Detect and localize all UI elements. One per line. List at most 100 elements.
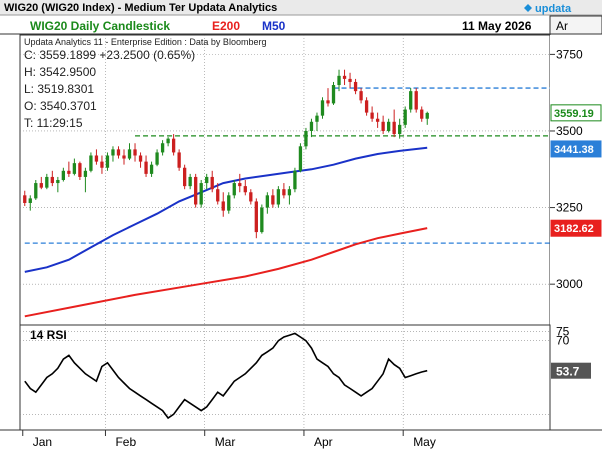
candle (67, 161, 71, 177)
candle (282, 183, 286, 199)
candle-body (232, 183, 236, 196)
candle (111, 146, 115, 162)
candle (425, 111, 429, 125)
candle (133, 143, 137, 162)
ohlc-open: O: 3540.3701 (24, 99, 97, 113)
time-tick-label: Feb (115, 435, 136, 449)
candle (348, 72, 352, 89)
candle (72, 158, 77, 176)
window-title: WIG20 (WIG20 Index) - Medium Ter Updata … (4, 2, 277, 14)
edition-text: Updata Analytics 11 - Enterprise Edition… (24, 37, 266, 47)
candle (232, 180, 236, 199)
time-tick-label: Mar (215, 435, 236, 449)
candle-body (425, 112, 429, 119)
candle-body (414, 91, 418, 110)
candle-body (287, 189, 292, 196)
candle (249, 189, 253, 205)
candle-body (398, 124, 402, 135)
candle-body (149, 164, 154, 174)
candle (105, 152, 110, 171)
rsi-line (24, 332, 428, 420)
candle-body (271, 195, 275, 205)
candle-body (155, 152, 159, 165)
time-tick-label: May (413, 435, 436, 449)
price-tick-label: 3250 (556, 201, 583, 215)
candle-body (265, 195, 270, 208)
candle (94, 149, 99, 165)
candle (56, 176, 60, 193)
candle (409, 88, 413, 113)
candle-body (293, 170, 297, 190)
candle-body (238, 183, 242, 187)
candle-body (309, 121, 314, 131)
candle (293, 167, 297, 193)
candle (342, 69, 347, 86)
series-title: WIG20 Daily Candlestick (30, 19, 170, 33)
price-tag-label: 3559.19 (554, 108, 594, 120)
candle-body (348, 78, 352, 82)
candle (216, 183, 220, 205)
candle (83, 167, 88, 193)
candle-body (249, 192, 253, 202)
moving-averages (24, 146, 428, 318)
candle-body (89, 155, 93, 171)
candles (23, 69, 429, 239)
ohlc-high: H: 3542.9500 (24, 65, 96, 79)
candle-body (23, 195, 27, 203)
price-grid (20, 35, 550, 325)
candle (326, 88, 330, 107)
ema200-line (24, 227, 428, 318)
candle-body (326, 100, 330, 104)
candle-body (78, 163, 82, 177)
candle (160, 140, 165, 156)
ohlc-time: T: 11:29:15 (24, 116, 83, 130)
ohlc-info: Updata Analytics 11 - Enterprise Edition… (24, 37, 266, 130)
candle-body (282, 189, 286, 196)
axis-tab[interactable] (549, 15, 602, 35)
ma1-label: E200 (212, 19, 240, 33)
candle (370, 106, 374, 122)
candle (315, 112, 319, 131)
candle-body (375, 118, 380, 122)
candle (331, 81, 336, 105)
legend-row (0, 16, 550, 34)
candle-body (320, 100, 325, 116)
candle (298, 143, 303, 173)
candle (61, 167, 66, 182)
candle (276, 186, 281, 208)
candle-body (34, 183, 38, 199)
ohlc-low: L: 3519.8301 (24, 82, 94, 96)
candle (34, 180, 38, 200)
candle-body (243, 186, 247, 193)
candle (364, 97, 369, 116)
candle (205, 173, 209, 190)
price-tag (550, 219, 602, 237)
candle (199, 180, 203, 208)
candle-body (331, 85, 336, 104)
candle (398, 118, 402, 139)
candle (188, 173, 192, 190)
candle-body (359, 91, 363, 101)
candle (221, 192, 225, 217)
candle (45, 173, 49, 190)
price-tag-label: 3182.62 (554, 223, 594, 235)
candle-body (28, 198, 32, 203)
candle-body (221, 201, 225, 211)
price-axis: 3750 3500 3250 3000 (550, 35, 602, 325)
price-tick-label: 3500 (556, 124, 583, 138)
candle-body (61, 170, 66, 180)
time-tick-label: Apr (314, 435, 333, 449)
candle (138, 152, 143, 168)
candle-body (39, 183, 43, 188)
candle (149, 161, 154, 177)
candle-body (315, 115, 319, 122)
chart-date: 11 May 2026 (462, 19, 532, 33)
candle (177, 149, 181, 171)
candle-body (45, 176, 49, 188)
candle-body (205, 176, 209, 184)
price-tick-label: 3750 (556, 47, 583, 61)
candle (127, 143, 132, 161)
candle (414, 88, 418, 113)
